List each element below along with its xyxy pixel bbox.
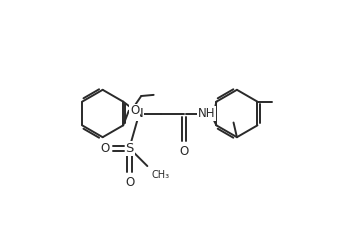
Text: CH₃: CH₃	[151, 170, 169, 180]
Text: S: S	[126, 142, 134, 155]
Text: O: O	[179, 145, 189, 158]
Text: NH: NH	[198, 107, 215, 120]
Text: O: O	[100, 142, 109, 155]
Text: N: N	[134, 107, 144, 120]
Text: O: O	[130, 104, 139, 117]
Text: O: O	[125, 175, 134, 189]
